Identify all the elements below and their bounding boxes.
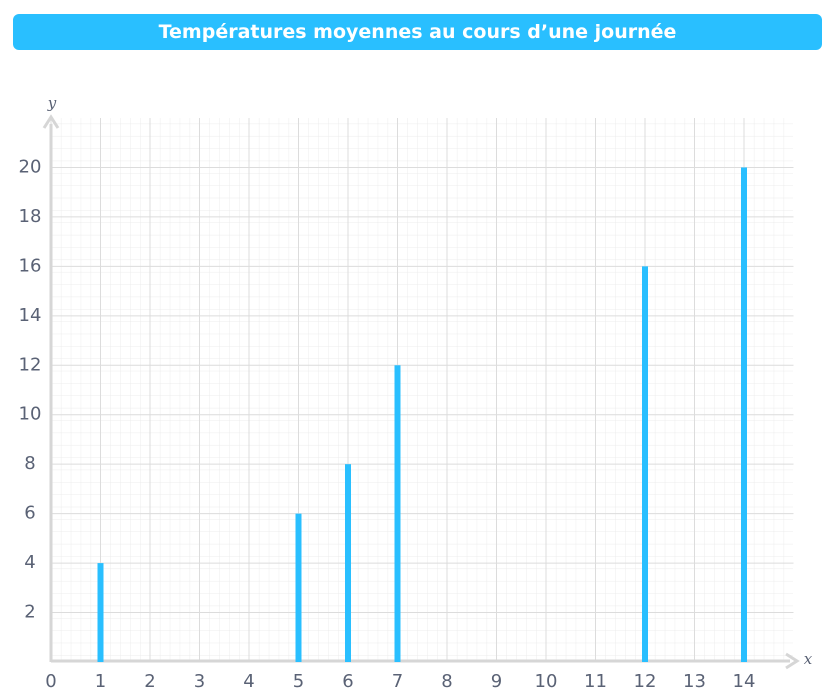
bar [642,266,648,662]
x-tick-label: 2 [144,671,155,692]
x-tick-label: 11 [584,671,607,692]
x-tick-label: 5 [293,671,304,692]
bar [345,464,351,662]
x-tick-label: 7 [392,671,403,692]
bar [741,167,747,663]
y-tick-label: 18 [19,206,42,227]
y-tick-label: 4 [24,552,35,573]
x-tick-label: 13 [683,671,706,692]
x-tick-label: 10 [535,671,558,692]
y-tick-label: 16 [19,255,42,276]
y-axis-label: y [47,94,57,112]
y-tick-label: 12 [19,354,42,375]
y-tick-label: 20 [19,156,42,177]
x-tick-label: 14 [733,671,756,692]
x-tick-label: 0 [45,671,56,692]
x-tick-label: 12 [634,671,657,692]
x-tick-label: 3 [194,671,205,692]
y-tick-label: 2 [24,602,35,623]
x-tick-label: 1 [95,671,106,692]
x-arrow [785,652,800,670]
chart-title: Températures moyennes au cours d’une jou… [13,14,822,50]
bar [295,513,302,662]
y-tick-label: 8 [24,453,35,474]
bar [394,365,401,662]
bar [97,563,104,662]
minor-grid [51,118,793,662]
y-tick-label: 6 [24,503,35,524]
axes [42,114,800,670]
y-arrow [42,114,60,129]
x-tick-label: 6 [342,671,353,692]
x-axis-label: x [804,650,813,668]
x-tick-label: 8 [441,671,452,692]
x-tick-label: 4 [243,671,254,692]
x-tick-label: 9 [491,671,502,692]
y-tick-label: 10 [19,404,42,425]
y-tick-label: 14 [19,305,42,326]
